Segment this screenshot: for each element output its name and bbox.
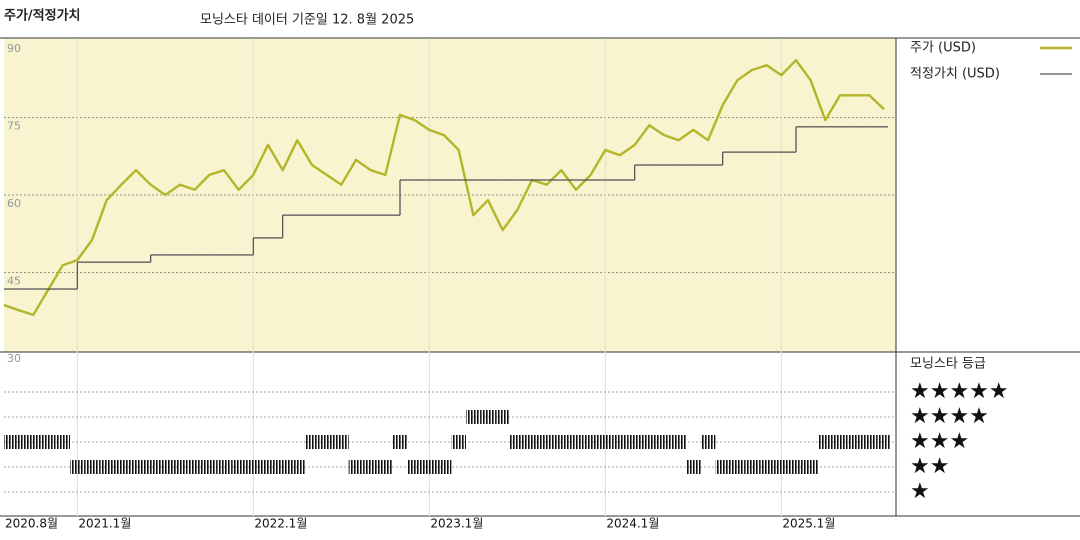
- rating-bar: [231, 460, 246, 474]
- rating-bar: [114, 460, 129, 474]
- rating-bar: [480, 410, 496, 424]
- rating-bar: [40, 435, 56, 449]
- rating-bar: [686, 460, 701, 474]
- rating-bar: [759, 460, 774, 474]
- rating-bar: [158, 460, 173, 474]
- rating-bar: [70, 460, 85, 474]
- rating-bar: [304, 435, 320, 449]
- chart-title: 주가/적정가치: [4, 8, 81, 24]
- rating-bar: [788, 460, 804, 474]
- marks: [3, 59, 890, 474]
- rating-bar: [392, 435, 408, 449]
- x-tick-label: 2020.8월: [5, 517, 58, 531]
- rating-bar: [583, 435, 598, 449]
- rating-bar: [744, 460, 760, 474]
- x-tick-label: 2024.1월: [606, 517, 659, 531]
- chart-subtitle: 모닝스타 데이터 기준일 12. 8월 2025: [200, 13, 414, 28]
- rating-bar: [436, 460, 452, 474]
- rating-bar: [818, 435, 833, 449]
- rating-bar: [407, 460, 422, 474]
- rating-bar: [216, 460, 232, 474]
- rating-bar: [128, 460, 144, 474]
- rating-bar: [627, 435, 642, 449]
- rating-bar: [260, 460, 276, 474]
- rating-bar: [422, 460, 437, 474]
- legend-label: 주가 (USD): [910, 41, 976, 56]
- rating-title: 모닝스타 등급: [910, 357, 986, 372]
- y-tick-label: 60: [7, 197, 21, 210]
- rating-bar: [862, 435, 877, 449]
- rating-bar: [832, 435, 848, 449]
- rating-bar: [495, 410, 510, 424]
- rating-bar: [568, 435, 584, 449]
- legend-label: 적정가치 (USD): [910, 67, 1000, 82]
- rating-bar: [202, 460, 217, 474]
- rating-bar: [99, 460, 114, 474]
- x-tick-label: 2025.1월: [782, 517, 835, 531]
- x-tick-label: 2023.1월: [430, 517, 483, 531]
- rating-bar: [363, 460, 378, 474]
- rating-bar: [334, 435, 349, 449]
- rating-bar: [598, 435, 613, 449]
- rating-bar: [172, 460, 188, 474]
- y-tick-label: 75: [7, 120, 21, 133]
- rating-bar: [730, 460, 745, 474]
- rating-bar: [539, 435, 554, 449]
- rating-bar: [700, 435, 716, 449]
- rating-bar: [246, 460, 261, 474]
- x-tick-label: 2021.1월: [78, 517, 131, 531]
- rating-bar: [774, 460, 789, 474]
- rating-bar: [11, 435, 26, 449]
- rating-bar: [4, 435, 12, 449]
- rating-bar: [84, 460, 100, 474]
- rating-bar: [554, 435, 569, 449]
- rating-bar: [612, 435, 628, 449]
- rating-label: ★★★★: [910, 404, 989, 429]
- rating-bar: [348, 460, 364, 474]
- rating-bar: [143, 460, 158, 474]
- y-tick-label: 30: [7, 352, 21, 365]
- rating-bar: [524, 435, 540, 449]
- rating-bar: [55, 435, 70, 449]
- x-tick-label: 2022.1월: [254, 517, 307, 531]
- rating-bar: [671, 435, 686, 449]
- rating-bar: [290, 460, 305, 474]
- rating-bar: [510, 435, 525, 449]
- rating-bar: [642, 435, 657, 449]
- rating-bar: [803, 460, 818, 474]
- y-tick-label: 90: [7, 42, 21, 55]
- price-line: [3, 59, 885, 317]
- y-tick-label: 45: [7, 275, 21, 288]
- rating-label: ★★★★★: [910, 379, 1009, 404]
- rating-bar: [378, 460, 393, 474]
- rating-bar: [26, 435, 41, 449]
- rating-bar: [876, 435, 890, 449]
- rating-bar: [847, 435, 862, 449]
- rating-label: ★: [910, 479, 930, 504]
- rating-bar: [275, 460, 290, 474]
- rating-bar: [187, 460, 202, 474]
- rating-bar: [319, 435, 334, 449]
- rating-bar: [656, 435, 672, 449]
- rating-label: ★★: [910, 454, 949, 479]
- rating-label: ★★★: [910, 429, 969, 454]
- rating-bar: [715, 460, 730, 474]
- rating-bar: [466, 410, 481, 424]
- rating-bar: [451, 435, 466, 449]
